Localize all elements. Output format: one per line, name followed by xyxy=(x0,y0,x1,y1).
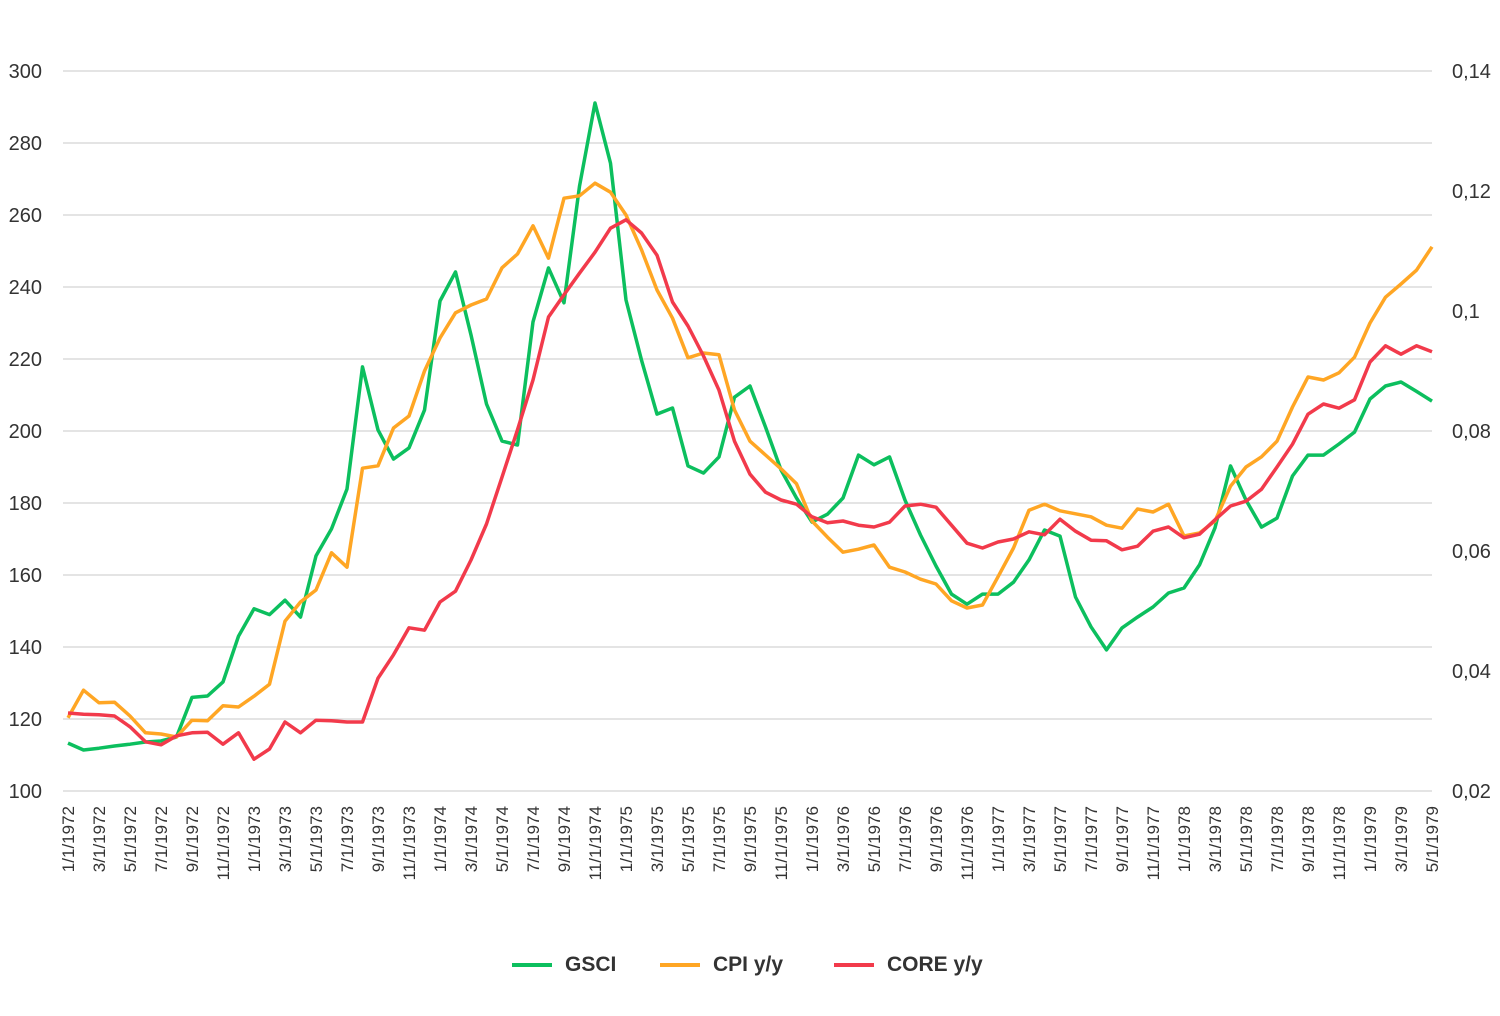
left-tick-label: 220 xyxy=(9,349,42,371)
left-tick-label: 100 xyxy=(9,781,42,803)
x-tick-label: 3/1/1975 xyxy=(648,806,667,872)
x-tick-label: 7/1/1977 xyxy=(1082,806,1101,872)
right-axis-ticks: 0,02 0,04 0,06 0,08 0,1 0,12 0,14 xyxy=(1452,61,1491,803)
x-tick-label: 3/1/1979 xyxy=(1392,806,1411,872)
x-tick-label: 1/1/1972 xyxy=(59,806,78,872)
x-tick-label: 9/1/1975 xyxy=(741,806,760,872)
x-tick-label: 9/1/1977 xyxy=(1113,806,1132,872)
series-line-cpi-y-y xyxy=(66,181,1434,739)
legend-item-core: CORE y/y xyxy=(834,950,983,980)
legend-swatch-core xyxy=(834,963,874,967)
x-tick-label: 7/1/1973 xyxy=(338,806,357,872)
x-tick-label: 1/1/1979 xyxy=(1361,806,1380,872)
x-tick-label: 3/1/1977 xyxy=(1020,806,1039,872)
x-tick-label: 11/1/1978 xyxy=(1330,806,1349,880)
x-tick-label: 5/1/1974 xyxy=(493,806,512,872)
x-tick-label: 5/1/1978 xyxy=(1237,806,1256,872)
x-tick-label: 5/1/1977 xyxy=(1051,806,1070,872)
x-tick-label: 7/1/1975 xyxy=(710,806,729,872)
left-tick-label: 200 xyxy=(9,421,42,443)
x-tick-label: 11/1/1973 xyxy=(400,806,419,880)
x-tick-label: 5/1/1976 xyxy=(865,806,884,872)
legend-swatch-gsci xyxy=(512,963,552,967)
x-tick-label: 11/1/1977 xyxy=(1144,806,1163,880)
x-tick-label: 9/1/1973 xyxy=(369,806,388,872)
left-tick-label: 240 xyxy=(9,277,42,299)
x-tick-label: 11/1/1974 xyxy=(586,806,605,880)
x-tick-label: 1/1/1976 xyxy=(803,806,822,872)
legend-item-cpi: CPI y/y xyxy=(660,950,783,980)
left-tick-label: 160 xyxy=(9,565,42,587)
x-tick-label: 5/1/1979 xyxy=(1423,806,1442,872)
x-tick-label: 5/1/1972 xyxy=(121,806,140,872)
x-tick-label: 9/1/1978 xyxy=(1299,806,1318,872)
legend-swatch-cpi xyxy=(660,963,700,967)
right-tick-label: 0,12 xyxy=(1452,181,1491,203)
x-tick-label: 7/1/1976 xyxy=(896,806,915,872)
right-tick-label: 0,04 xyxy=(1452,661,1491,683)
x-tick-label: 3/1/1974 xyxy=(462,806,481,872)
x-tick-label: 9/1/1976 xyxy=(927,806,946,872)
left-tick-label: 120 xyxy=(9,709,42,731)
x-tick-label: 1/1/1977 xyxy=(989,806,1008,872)
x-tick-label: 7/1/1978 xyxy=(1268,806,1287,872)
right-tick-label: 0,06 xyxy=(1452,541,1491,563)
x-tick-label: 1/1/1974 xyxy=(431,806,450,872)
right-tick-label: 0,02 xyxy=(1452,781,1491,803)
left-axis-ticks: 100 120 140 160 180 200 220 240 260 280 300 xyxy=(9,61,42,803)
x-tick-label: 5/1/1975 xyxy=(679,806,698,872)
x-tick-label: 11/1/1975 xyxy=(772,806,791,880)
x-tick-label: 7/1/1974 xyxy=(524,806,543,872)
left-tick-label: 140 xyxy=(9,637,42,659)
x-tick-label: 1/1/1978 xyxy=(1175,806,1194,872)
left-tick-label: 260 xyxy=(9,205,42,227)
x-axis-ticks: 1/1/1972 3/1/1972 5/1/1972 7/1/1972 9/1/1972… xyxy=(59,806,1442,880)
left-tick-label: 280 xyxy=(9,133,42,155)
left-tick-label: 180 xyxy=(9,493,42,515)
legend-label-core: CORE y/y xyxy=(887,953,983,976)
x-tick-label: 9/1/1972 xyxy=(183,806,202,872)
series-line-gsci xyxy=(67,101,1433,752)
x-tick-label: 11/1/1972 xyxy=(214,806,233,880)
legend-label-cpi: CPI y/y xyxy=(713,953,784,976)
series-line-core-y-y xyxy=(67,218,1433,761)
gridlines xyxy=(63,70,1432,792)
legend: GSCI CPI y/y CORE y/y xyxy=(0,950,1500,980)
x-tick-label: 5/1/1973 xyxy=(307,806,326,872)
x-tick-label: 3/1/1976 xyxy=(834,806,853,872)
x-tick-label: 3/1/1972 xyxy=(90,806,109,872)
legend-item-gsci: GSCI xyxy=(512,950,616,980)
x-tick-label: 7/1/1972 xyxy=(152,806,171,872)
right-tick-label: 0,14 xyxy=(1452,61,1491,83)
x-tick-label: 1/1/1975 xyxy=(617,806,636,872)
x-tick-label: 1/1/1973 xyxy=(245,806,264,872)
left-tick-label: 300 xyxy=(9,61,42,83)
x-tick-label: 9/1/1974 xyxy=(555,806,574,872)
right-tick-label: 0,1 xyxy=(1452,301,1480,323)
series-lines xyxy=(66,101,1434,761)
x-tick-label: 3/1/1973 xyxy=(276,806,295,872)
x-tick-label: 11/1/1976 xyxy=(958,806,977,880)
right-tick-label: 0,08 xyxy=(1452,421,1491,443)
legend-label-gsci: GSCI xyxy=(565,953,617,976)
x-tick-label: 3/1/1978 xyxy=(1206,806,1225,872)
